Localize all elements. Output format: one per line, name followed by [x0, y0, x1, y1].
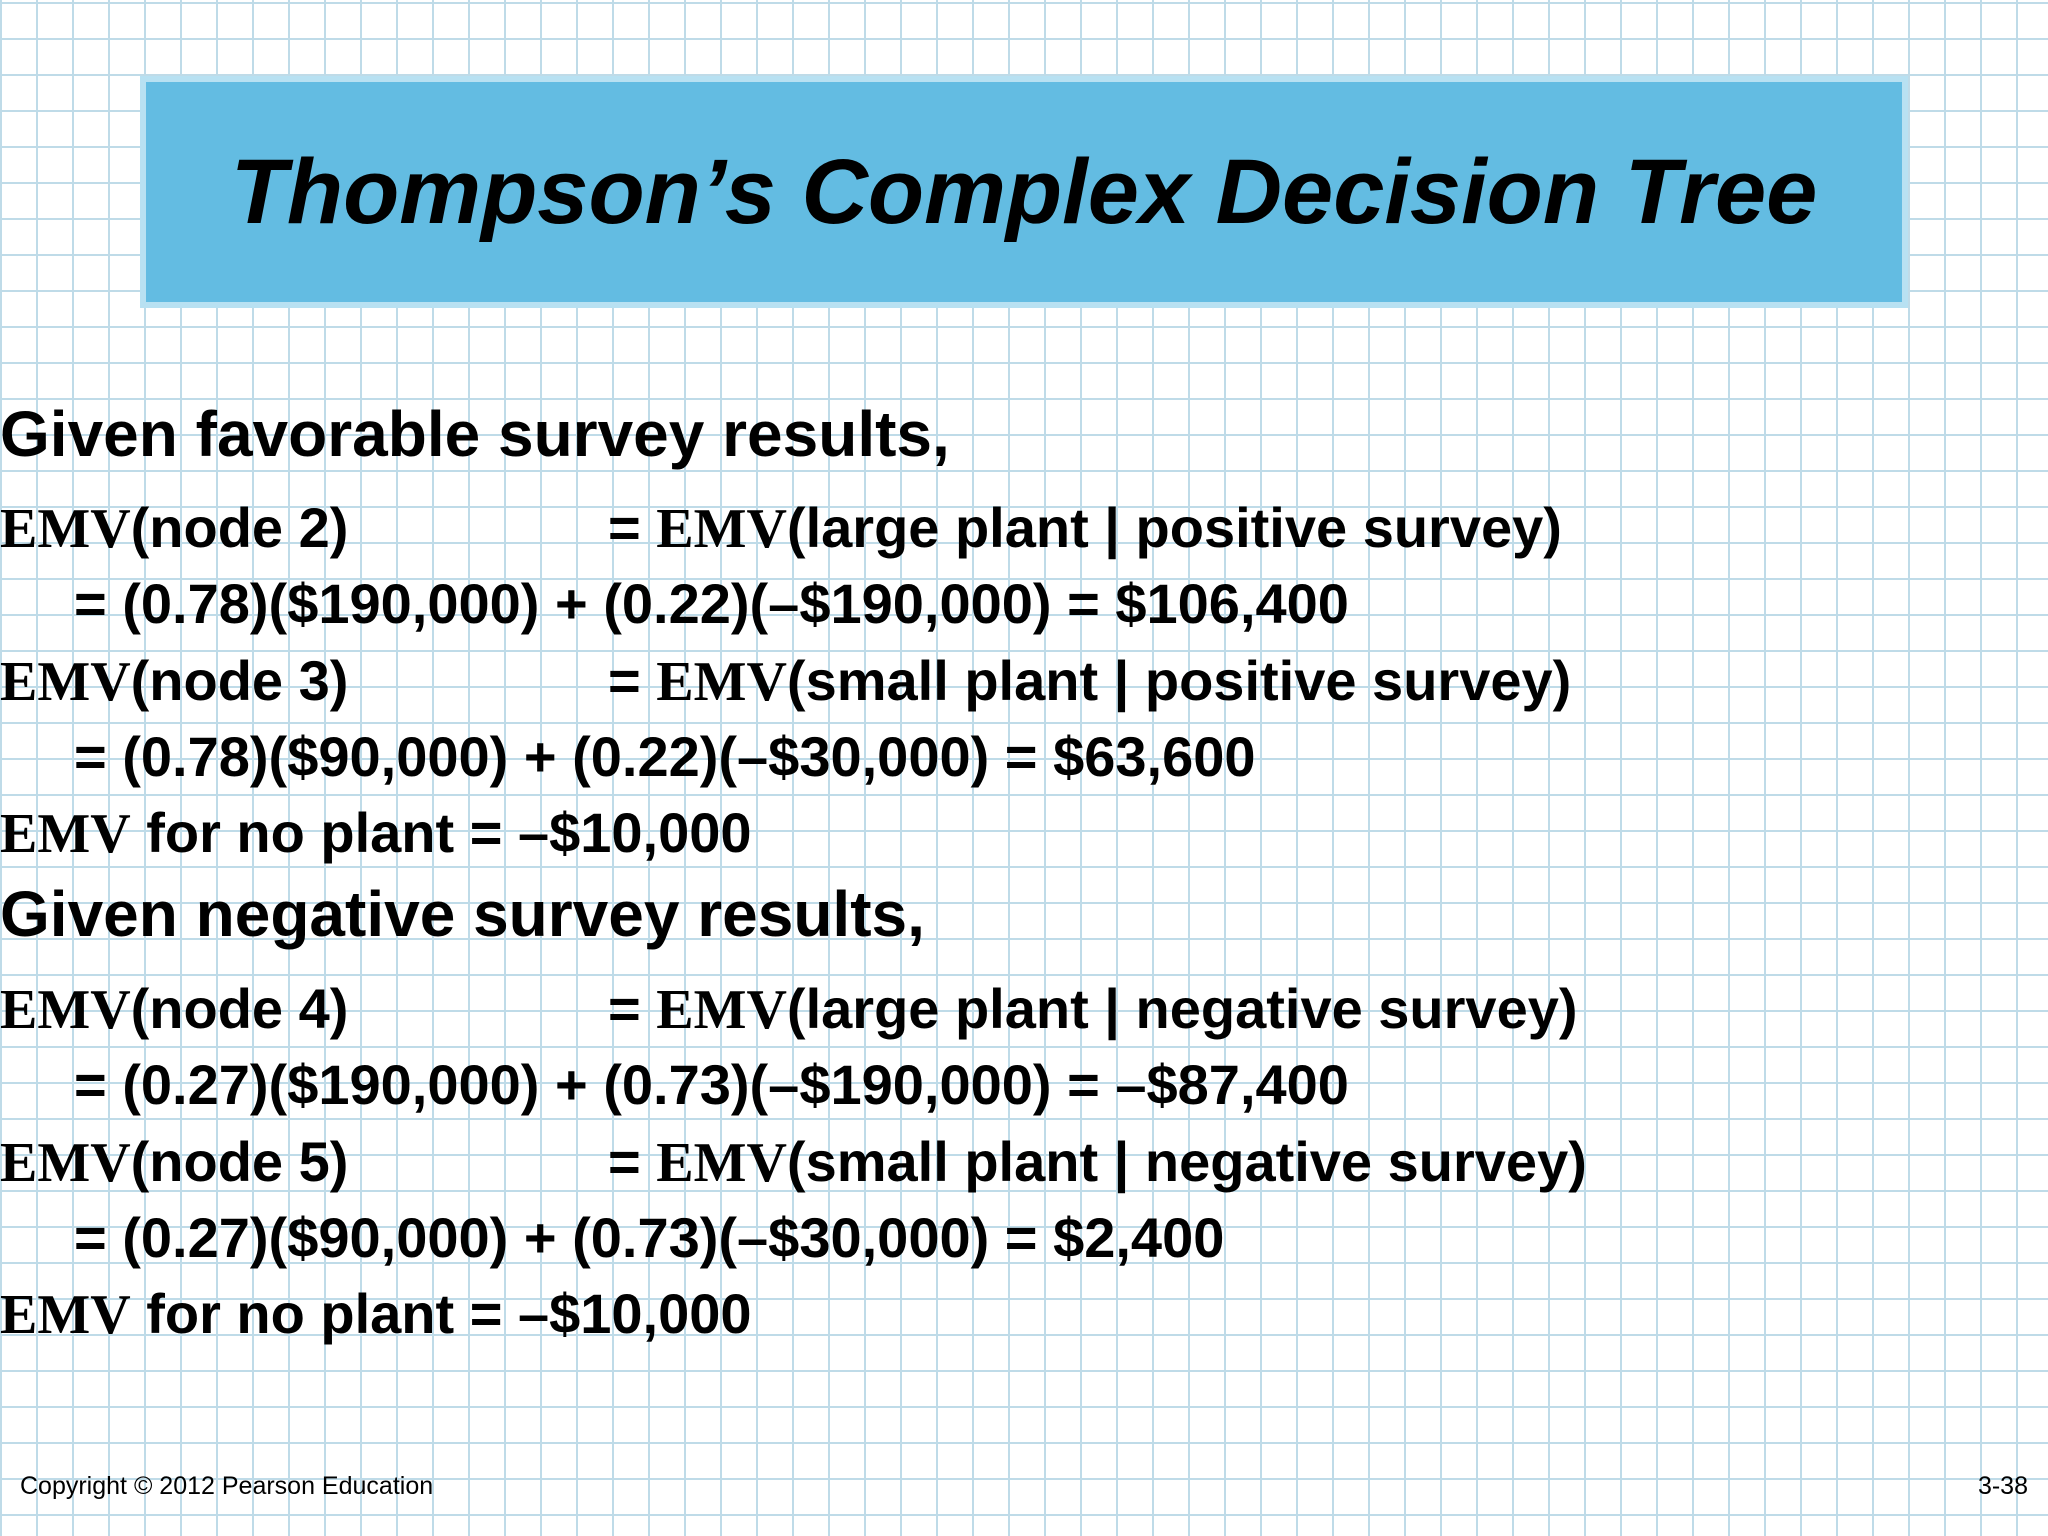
emv-label: EMV: [0, 651, 131, 713]
condition-text: (small plant | positive survey): [786, 649, 1572, 712]
equals-sign: =: [608, 496, 657, 559]
condition-text: (large plant | positive survey): [786, 496, 1562, 559]
equals-sign: =: [608, 1130, 657, 1193]
node-label: (node 3): [130, 649, 349, 712]
node4-line: EMV(node 4) = EMV(large plant | negative…: [0, 979, 1578, 1041]
no-plant-text: for no plant = –$10,000: [130, 1282, 752, 1345]
node-label: (node 5): [130, 1130, 349, 1193]
favorable-heading: Given favorable survey results,: [0, 398, 950, 470]
emv-label: EMV: [0, 803, 131, 865]
node-label: (node 4): [130, 977, 349, 1040]
emv-label: EMV: [0, 979, 131, 1041]
condition-text: (small plant | negative survey): [786, 1130, 1587, 1193]
node5-calculation: = (0.27)($90,000) + (0.73)(–$30,000) = $…: [74, 1206, 1225, 1269]
node-label: (node 2): [130, 496, 349, 559]
emv-label: EMV: [656, 979, 787, 1041]
node2-definition: = EMV(large plant | positive survey): [608, 498, 1562, 560]
node3-line: EMV(node 3) = EMV(small plant | positive…: [0, 651, 1571, 713]
emv-label: EMV: [0, 1132, 131, 1194]
no-plant-text: for no plant = –$10,000: [130, 801, 752, 864]
equals-sign: =: [608, 649, 657, 712]
emv-label: EMV: [0, 1284, 131, 1346]
negative-no-plant-line: EMV for no plant = –$10,000: [0, 1284, 752, 1346]
emv-label: EMV: [656, 1132, 787, 1194]
emv-label: EMV: [656, 498, 787, 560]
emv-label: EMV: [0, 498, 131, 560]
emv-label: EMV: [656, 651, 787, 713]
node3-definition: = EMV(small plant | positive survey): [608, 651, 1571, 713]
equals-sign: =: [608, 977, 657, 1040]
node4-definition: = EMV(large plant | negative survey): [608, 979, 1578, 1041]
node3-calculation: = (0.78)($90,000) + (0.22)(–$30,000) = $…: [74, 725, 1256, 788]
copyright-notice: Copyright © 2012 Pearson Education: [20, 1472, 434, 1500]
favorable-no-plant-line: EMV for no plant = –$10,000: [0, 803, 752, 865]
node2-calculation: = (0.78)($190,000) + (0.22)(–$190,000) =…: [74, 572, 1349, 635]
title-banner: Thompson’s Complex Decision Tree: [140, 76, 1908, 308]
slide-title: Thompson’s Complex Decision Tree: [230, 140, 1818, 243]
node2-line: EMV(node 2) = EMV(large plant | positive…: [0, 498, 1562, 560]
node5-line: EMV(node 5) = EMV(small plant | negative…: [0, 1132, 1587, 1194]
node5-definition: = EMV(small plant | negative survey): [608, 1132, 1587, 1194]
page-number: 3-38: [1977, 1472, 2028, 1500]
condition-text: (large plant | negative survey): [786, 977, 1578, 1040]
node4-calculation: = (0.27)($190,000) + (0.73)(–$190,000) =…: [74, 1053, 1349, 1116]
negative-heading: Given negative survey results,: [0, 878, 925, 950]
